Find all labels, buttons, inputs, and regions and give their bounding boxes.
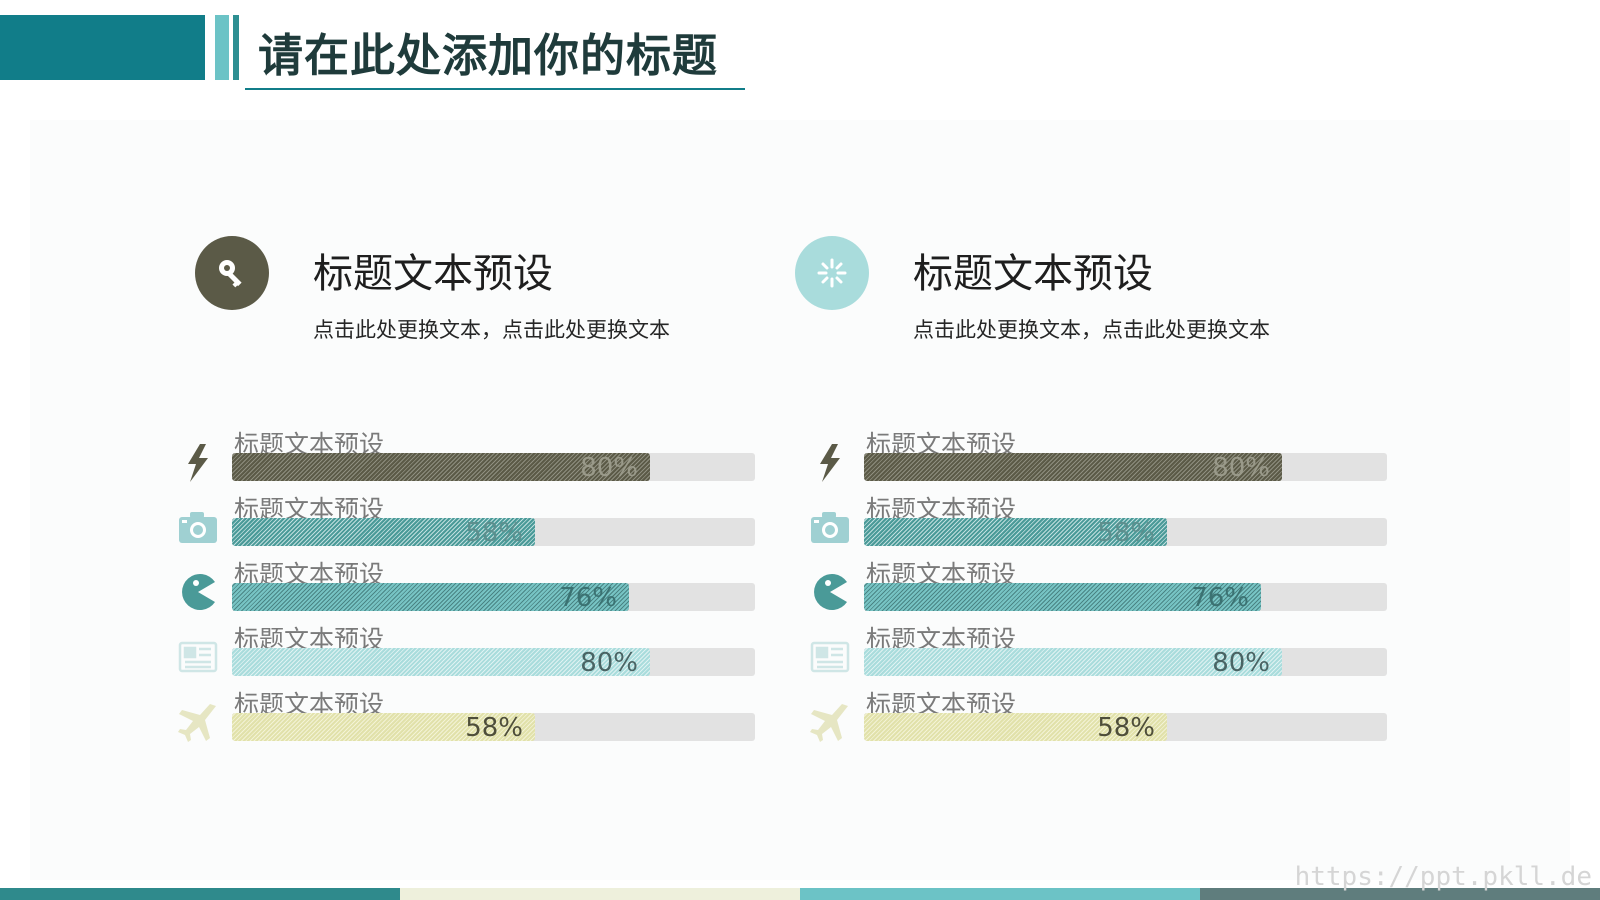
bar: 80% [864,648,1282,676]
airplane-icon [808,700,852,744]
bar-row: 标题文本预设 76% [176,560,776,620]
bar-row: 标题文本预设 80% [808,625,1408,685]
footer-segment [1200,888,1600,900]
header-accent-strip-thin [233,15,239,80]
pacman-icon [808,570,852,614]
bar-value-label: 76% [1191,583,1249,611]
bar-row: 标题文本预设 80% [176,625,776,685]
bar: 80% [232,648,650,676]
bar: 58% [864,518,1167,546]
bar-row: 标题文本预设 58% [176,495,776,555]
bar-track: 58% [864,713,1387,741]
bar-chart-left: 标题文本预设 80% 标题文本预设 58% 标题文本预设 76% 标题文本预设 80% 标题文本… [176,430,776,770]
watermark: https://ppt.pkll.de [1294,862,1592,892]
footer-segment [800,888,1200,900]
pacman-icon [176,570,220,614]
bar-value-label: 58% [465,713,523,741]
bar-track: 58% [864,518,1387,546]
bar-row: 标题文本预设 80% [176,430,776,490]
footer-bar [0,888,1600,900]
bar-value-label: 58% [1097,518,1155,546]
bar-row: 标题文本预设 76% [808,560,1408,620]
camera-icon [176,505,220,549]
bar: 76% [864,583,1261,611]
content-area [30,120,1570,880]
bar: 76% [232,583,629,611]
bar-value-label: 80% [580,453,638,481]
bar-row: 标题文本预设 80% [808,430,1408,490]
bar-track: 76% [232,583,755,611]
bar-chart-right: 标题文本预设 80% 标题文本预设 58% 标题文本预设 76% 标题文本预设 80% 标题文本… [808,430,1408,770]
bar-track: 58% [232,518,755,546]
bar-value-label: 76% [559,583,617,611]
bar-value-label: 80% [1212,453,1270,481]
bar-track: 80% [232,453,755,481]
bar-value-label: 58% [465,518,523,546]
bar-row: 标题文本预设 58% [808,690,1408,750]
bar-row: 标题文本预设 58% [808,495,1408,555]
bar: 58% [864,713,1167,741]
bar-track: 80% [864,648,1387,676]
bar-track: 80% [232,648,755,676]
footer-segment [0,888,400,900]
section-title[interactable]: 标题文本预设 [313,251,553,297]
header-accent-strip [215,15,229,80]
bar: 58% [232,713,535,741]
lightning-icon [808,440,852,484]
bar-value-label: 80% [1212,648,1270,676]
bar-track: 76% [864,583,1387,611]
bar-value-label: 58% [1097,713,1155,741]
bar: 80% [232,453,650,481]
section-description[interactable]: 点击此处更换文本，点击此处更换文本 [913,318,1270,342]
bar-track: 80% [864,453,1387,481]
section-title[interactable]: 标题文本预设 [913,251,1153,297]
section-description[interactable]: 点击此处更换文本，点击此处更换文本 [313,318,670,342]
camera-icon [808,505,852,549]
section-left: 标题文本预设 点击此处更换文本，点击此处更换文本 [195,236,755,356]
airplane-icon [176,700,220,744]
bar-value-label: 80% [580,648,638,676]
lightning-icon [176,440,220,484]
title-underline [245,88,745,90]
page-title[interactable]: 请在此处添加你的标题 [258,29,719,82]
bar: 80% [864,453,1282,481]
bar: 58% [232,518,535,546]
key-icon [195,236,269,310]
header-accent-block [0,15,205,80]
bar-row: 标题文本预设 58% [176,690,776,750]
newspaper-icon [808,635,852,679]
section-right: 标题文本预设 点击此处更换文本，点击此处更换文本 [795,236,1355,356]
loading-icon [795,236,869,310]
bar-track: 58% [232,713,755,741]
newspaper-icon [176,635,220,679]
footer-segment [400,888,800,900]
